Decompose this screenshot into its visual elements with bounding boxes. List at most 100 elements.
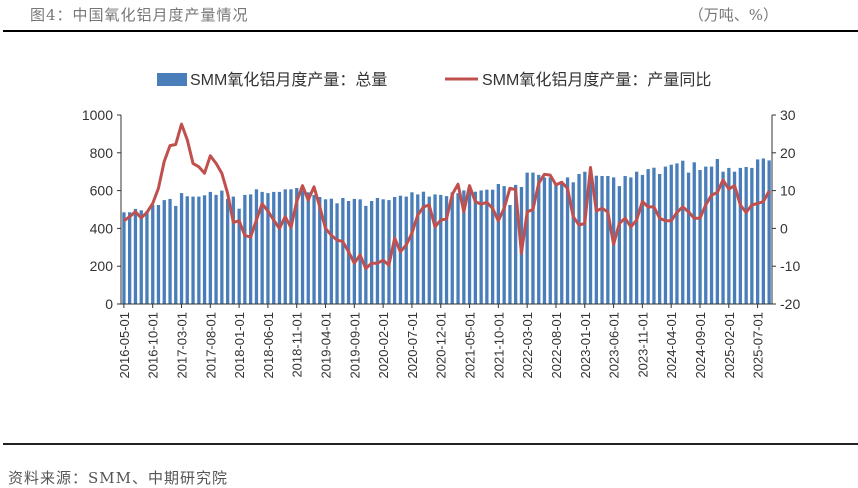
- x-tick-label: 2018-06-01: [261, 312, 276, 379]
- bar: [260, 191, 264, 304]
- bar: [727, 167, 731, 304]
- bar: [358, 199, 362, 304]
- bar: [231, 196, 235, 304]
- bar: [750, 167, 754, 304]
- bar: [732, 171, 737, 304]
- bar: [208, 191, 212, 304]
- bar: [393, 197, 397, 304]
- bar: [485, 189, 489, 304]
- bar: [658, 174, 662, 304]
- bar: [583, 171, 587, 304]
- x-tick-label: 2019-09-01: [347, 312, 362, 379]
- bar: [254, 189, 259, 304]
- x-tick-label: 2023-11-01: [635, 312, 650, 378]
- bar: [531, 172, 535, 304]
- bottom-rule: [3, 443, 858, 445]
- bar: [479, 190, 483, 304]
- bar: [370, 201, 374, 304]
- bar: [404, 196, 408, 304]
- bar: [496, 184, 500, 304]
- x-tick-label: 2022-03-01: [520, 312, 535, 379]
- bar: [191, 196, 195, 304]
- x-tick-label: 2024-04-01: [664, 312, 679, 379]
- x-tick-label: 2020-02-01: [376, 312, 391, 379]
- bar: [381, 199, 385, 304]
- bar: [266, 193, 270, 304]
- bar: [756, 159, 760, 304]
- right-tick-label: -20: [780, 296, 800, 312]
- bar: [323, 199, 328, 304]
- top-rule: [3, 30, 858, 32]
- bar: [571, 182, 575, 304]
- legend-swatch-bar: [157, 73, 187, 86]
- bar: [761, 158, 765, 304]
- bar: [525, 172, 529, 304]
- bar: [439, 194, 443, 304]
- x-tick-label: 2025-02-01: [722, 312, 737, 379]
- bar: [145, 211, 149, 304]
- x-tick-label: 2023-06-01: [607, 312, 622, 379]
- bar: [220, 190, 224, 304]
- bar: [617, 186, 621, 304]
- bar: [151, 205, 155, 304]
- right-tick-label: 20: [780, 145, 796, 161]
- bar: [663, 166, 668, 304]
- bar: [133, 208, 138, 304]
- bar: [341, 198, 345, 304]
- bar: [462, 190, 466, 304]
- source-note: 资料来源：SMM、中期研究院: [8, 469, 228, 487]
- x-tick-label: 2017-03-01: [175, 312, 190, 379]
- x-tick-label: 2018-01-01: [232, 312, 247, 379]
- bar: [456, 193, 460, 304]
- bar: [162, 200, 166, 304]
- bar: [168, 198, 172, 304]
- left-tick-label: 800: [90, 145, 114, 161]
- bar: [214, 194, 218, 304]
- bar: [289, 189, 293, 304]
- legend-label-line: SMM氧化铝月度产量：产量同比: [482, 71, 711, 89]
- bar: [243, 194, 247, 304]
- bar: [306, 192, 310, 304]
- bar: [652, 167, 656, 304]
- bar: [427, 196, 431, 304]
- x-tick-label: 2025-07-01: [751, 312, 766, 379]
- bar: [542, 177, 547, 304]
- x-tick-label: 2021-05-01: [463, 312, 478, 379]
- x-tick-label: 2016-05-01: [117, 312, 132, 379]
- bar: [560, 182, 564, 304]
- bar: [669, 164, 673, 304]
- bar: [433, 194, 437, 304]
- bar: [577, 174, 581, 304]
- bar: [640, 174, 645, 304]
- left-tick-label: 1000: [82, 107, 113, 123]
- figure-title: 图4：中国氧化铝月度产量情况: [30, 6, 249, 24]
- bar: [277, 191, 282, 304]
- bar: [272, 191, 276, 304]
- bar: [122, 212, 126, 304]
- bar: [467, 189, 472, 304]
- bar: [715, 159, 719, 304]
- bar: [364, 205, 368, 304]
- bar: [249, 194, 253, 304]
- x-tick-label: 2017-08-01: [203, 312, 218, 379]
- bar: [352, 198, 356, 304]
- bar: [600, 176, 604, 304]
- right-tick-label: 30: [780, 107, 796, 123]
- bar: [721, 171, 725, 304]
- bar: [185, 196, 189, 304]
- x-tick-label: 2022-08-01: [549, 312, 564, 379]
- x-tick-label: 2023-01-01: [578, 312, 593, 379]
- x-tick-label: 2020-12-01: [434, 312, 449, 379]
- bar: [128, 212, 132, 304]
- bar: [588, 177, 593, 304]
- bar: [709, 166, 714, 304]
- x-tick-label: 2019-04-01: [319, 312, 334, 379]
- bar: [473, 191, 477, 304]
- left-tick-label: 200: [90, 258, 114, 274]
- right-tick-label: -10: [780, 258, 800, 274]
- x-tick-label: 2021-10-01: [491, 312, 506, 379]
- bar: [335, 203, 339, 304]
- bar: [202, 195, 207, 304]
- bar: [300, 190, 305, 304]
- bar: [692, 162, 696, 305]
